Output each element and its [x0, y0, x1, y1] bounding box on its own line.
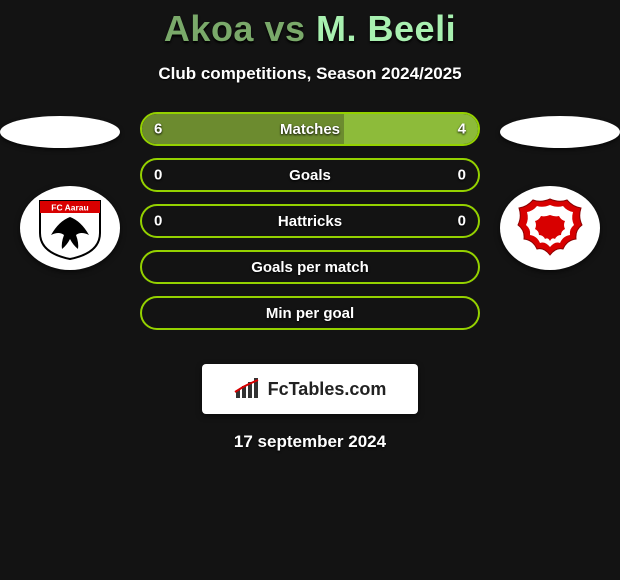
date-line: 17 september 2024	[0, 432, 620, 452]
right-ellipse	[500, 116, 620, 148]
stat-value-right: 4	[458, 121, 466, 138]
brand-text: FcTables.com	[268, 379, 387, 400]
stat-label: Matches	[280, 121, 340, 138]
left-ellipse	[0, 116, 120, 148]
bar-chart-icon	[234, 378, 262, 400]
stat-label: Hattricks	[278, 213, 342, 230]
title-vs: vs	[264, 8, 305, 49]
stat-value-right: 0	[458, 167, 466, 184]
crest-right	[500, 186, 600, 270]
stat-row: 0 0 Goals	[140, 158, 480, 192]
stat-value-left: 6	[154, 121, 162, 138]
stat-label: Goals	[289, 167, 331, 184]
fc-aarau-logo-icon: FC Aarau	[35, 195, 105, 261]
page-title: Akoa vs M. Beeli	[0, 0, 620, 50]
stat-row: 0 0 Hattricks	[140, 204, 480, 238]
subtitle: Club competitions, Season 2024/2025	[0, 64, 620, 84]
stat-row: Min per goal	[140, 296, 480, 330]
title-player-1: Akoa	[164, 8, 254, 49]
stat-value-left: 0	[154, 213, 162, 230]
stat-rows: 6 4 Matches 0 0 Goals 0 0 Hattricks Goals per mat…	[140, 112, 480, 330]
svg-text:FC Aarau: FC Aarau	[51, 203, 88, 213]
comparison-stage: FC Aarau 6 4 Matches 0 0 Goals 0 0 Hattricks Goal…	[0, 112, 620, 352]
stat-label: Goals per match	[251, 259, 369, 276]
title-player-2: M. Beeli	[316, 8, 456, 49]
stat-row: Goals per match	[140, 250, 480, 284]
brand-box[interactable]: FcTables.com	[202, 364, 418, 414]
stat-label: Min per goal	[266, 305, 354, 322]
crest-left: FC Aarau	[20, 186, 120, 270]
stat-value-right: 0	[458, 213, 466, 230]
fc-vaduz-logo-icon	[515, 195, 585, 261]
stat-row: 6 4 Matches	[140, 112, 480, 146]
stat-value-left: 0	[154, 167, 162, 184]
